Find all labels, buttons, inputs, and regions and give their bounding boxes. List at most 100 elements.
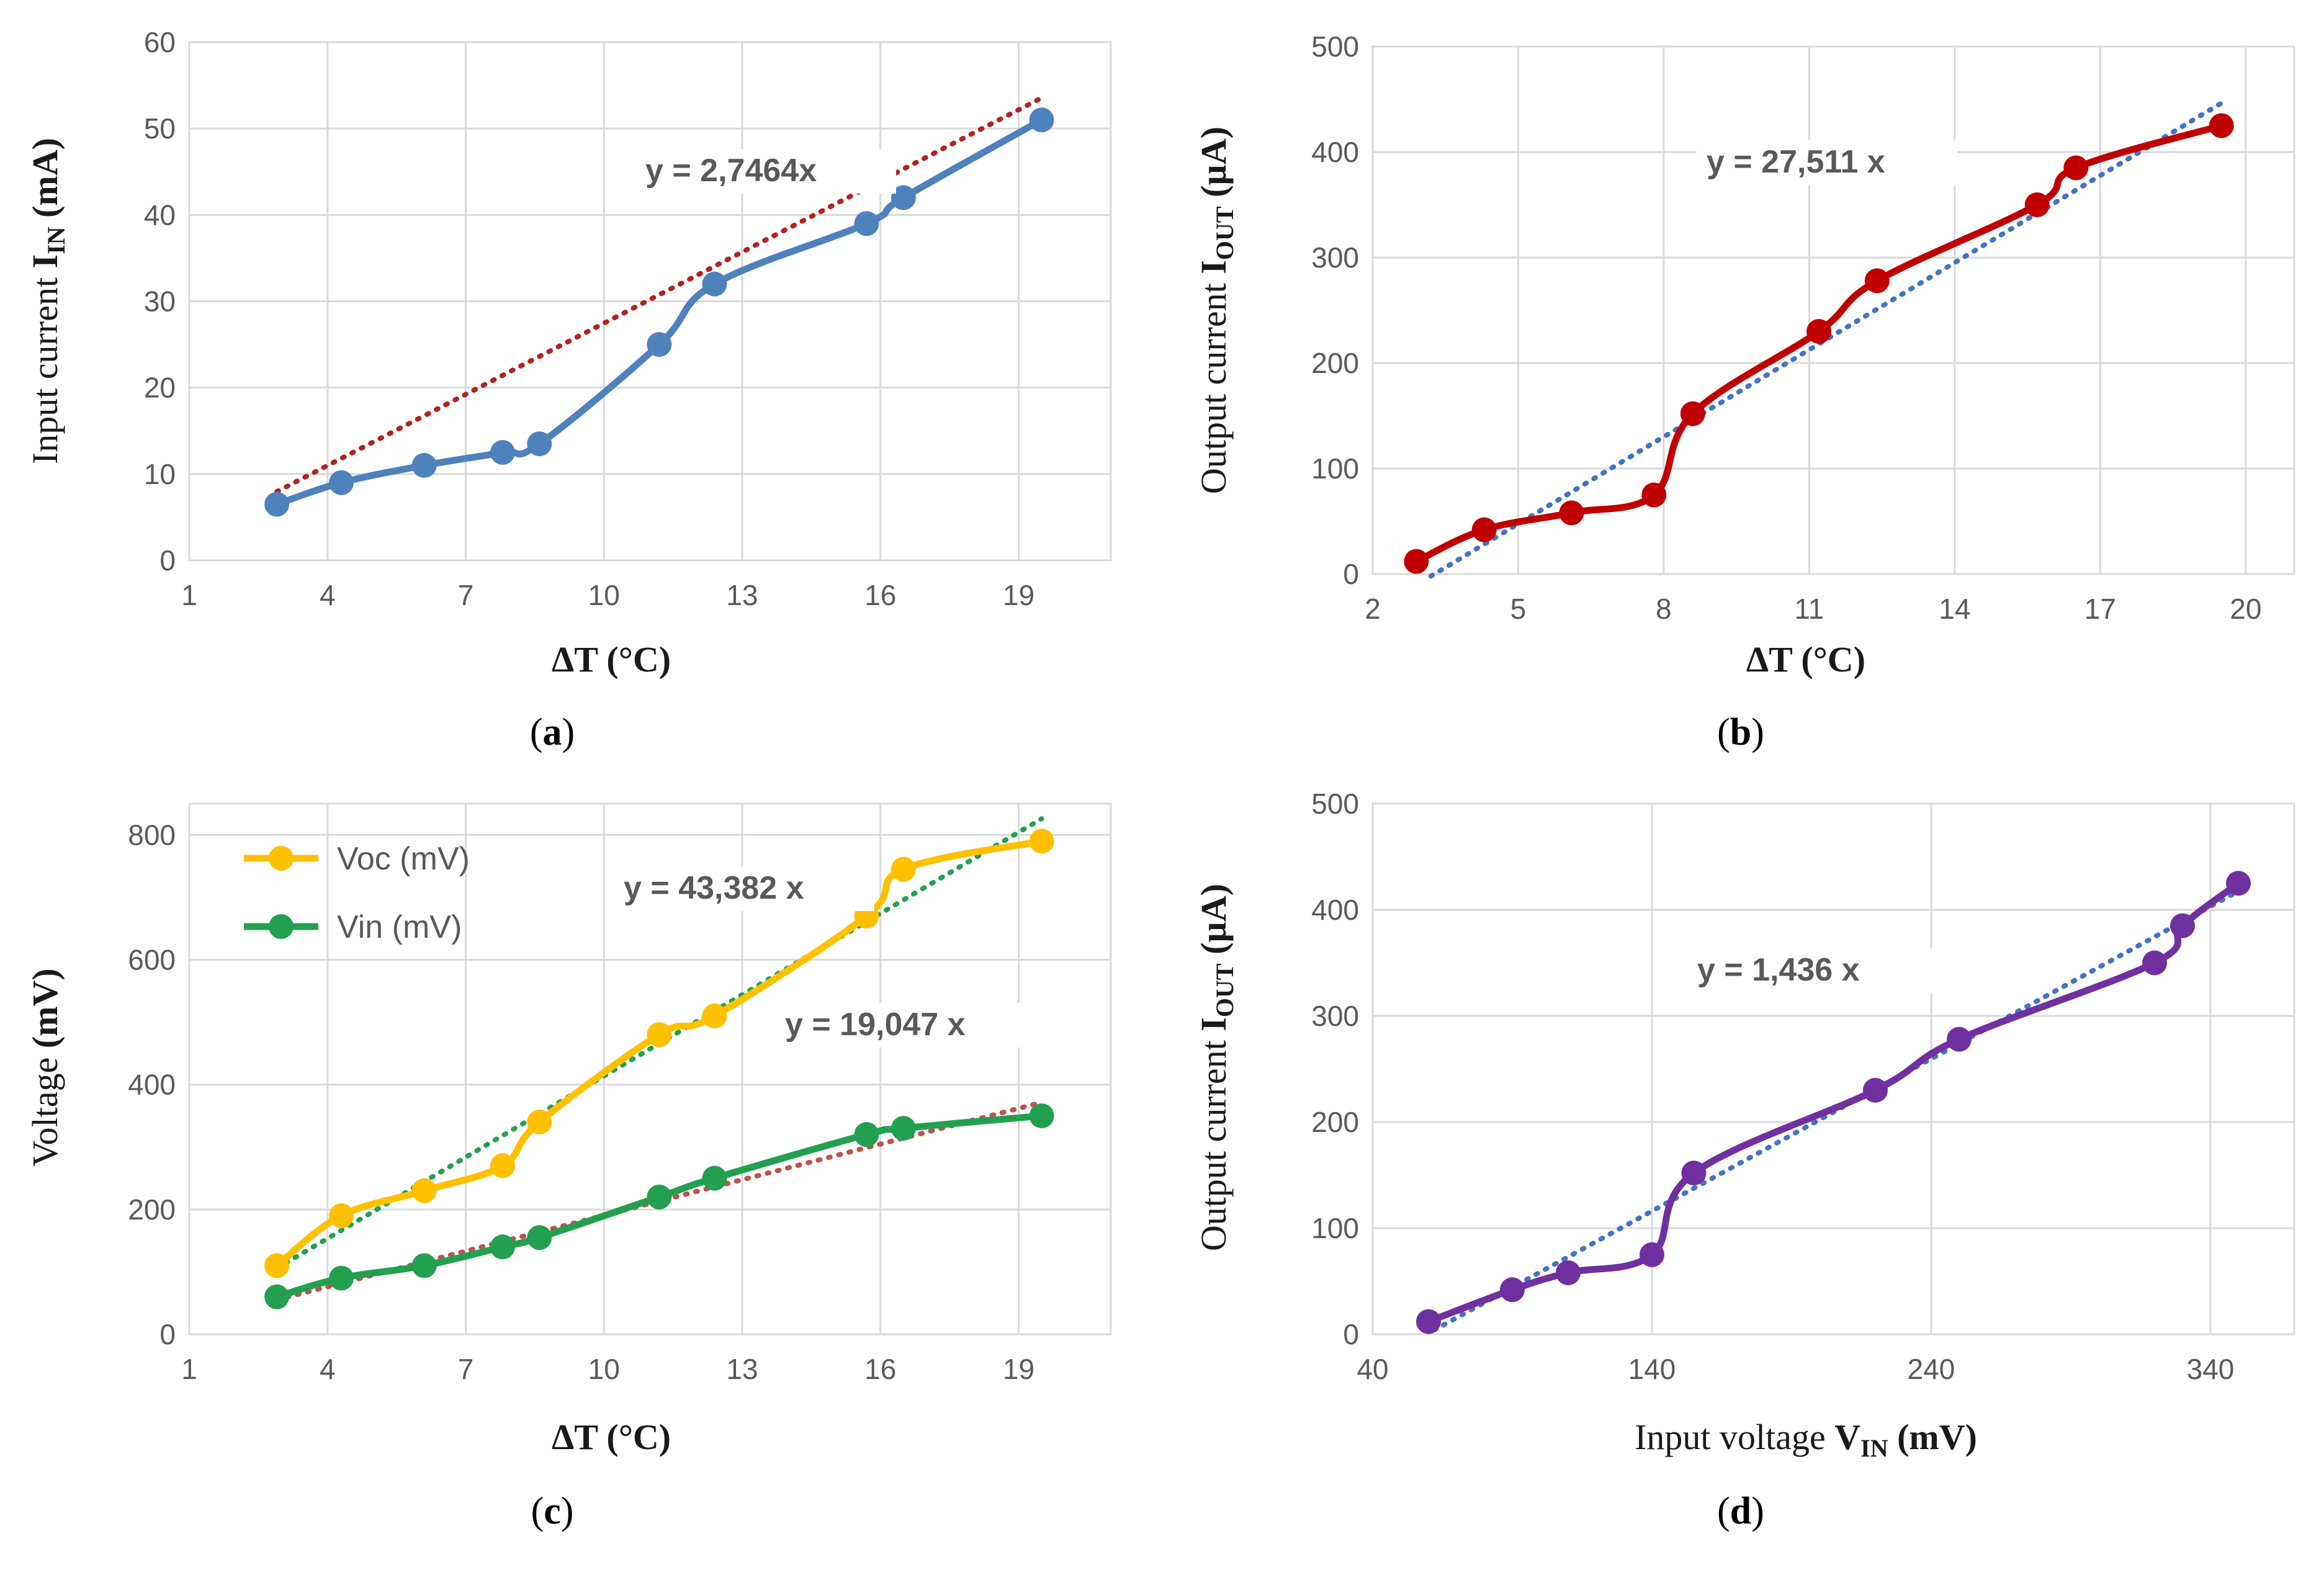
x-tick-label: 11 (1795, 593, 1824, 625)
y-tick-label: 200 (128, 1193, 176, 1226)
y-tick-label: 0 (1343, 1318, 1359, 1350)
panel-label: (b) (1717, 711, 1764, 753)
y-tick-label: 300 (1311, 1000, 1359, 1032)
data-point (2226, 871, 2251, 896)
data-point (854, 211, 879, 236)
data-point (2024, 192, 2050, 217)
data-point (1029, 1103, 1054, 1128)
trendline-equation: y = 2,7464x (645, 153, 817, 189)
data-point (1947, 1026, 1972, 1052)
series-line-1 (1427, 880, 2241, 1325)
data-point (891, 185, 916, 210)
x-tick-label: 40 (1357, 1353, 1388, 1385)
data-point (1416, 1309, 1441, 1334)
legend-entry: Voc (mV) (337, 841, 470, 877)
y-tick-label: 600 (128, 943, 176, 976)
y-tick-label: 500 (1311, 30, 1359, 63)
trendline-equation: y = 19,047 x (785, 1007, 966, 1043)
data-point (1863, 1077, 1888, 1103)
x-tick-label: 7 (458, 579, 474, 611)
x-axis-title: ΔT (°C) (552, 639, 671, 680)
data-point (1029, 829, 1054, 854)
x-tick-label: 19 (1003, 1353, 1034, 1385)
panel-label: (c) (531, 1490, 574, 1532)
data-point (329, 1203, 354, 1228)
data-point (1556, 1260, 1581, 1285)
data-point (527, 1110, 552, 1134)
y-axis-title: Input current IIN (mA) (25, 138, 70, 464)
equation-background (635, 149, 896, 194)
panel-label: (d) (1717, 1490, 1764, 1532)
data-point (647, 1022, 672, 1048)
series-line-1 (1414, 122, 2223, 565)
trendline (1432, 888, 2241, 1333)
plot-area (1371, 45, 2295, 575)
y-tick-label: 0 (159, 1318, 176, 1350)
x-tick-label: 1 (181, 1353, 197, 1385)
x-tick-label: 4 (320, 1353, 336, 1385)
data-point (2142, 950, 2167, 976)
legend-swatch-marker (269, 846, 294, 871)
chart-a: 0 10 20 30 40 50 60 1 4 7 10 13 16 19 y = 2,7464x ΔT (°… (25, 26, 1112, 753)
y-axis-title: Voltage (mV) (25, 968, 65, 1166)
legend-swatch-marker (269, 914, 294, 939)
data-point (2209, 113, 2234, 138)
chart-b: 0 100 200 300 400 500 2 5 8 11 14 17 20 y = 27,511 x Δ… (1193, 30, 2295, 753)
data-point (411, 1178, 437, 1203)
y-tick-label: 100 (1311, 452, 1359, 485)
y-tick-label: 400 (1311, 136, 1359, 168)
data-point (1471, 517, 1497, 542)
x-tick-label: 7 (458, 1353, 474, 1385)
equation-background (614, 866, 874, 911)
y-tick-label: 50 (144, 112, 176, 145)
y-tick-label: 20 (144, 372, 176, 404)
y-tick-label: 60 (144, 26, 176, 58)
data-point (411, 452, 437, 478)
data-point (1864, 268, 1890, 294)
trendline (274, 1100, 1044, 1303)
x-tick-label: 8 (1656, 593, 1672, 625)
data-point (1806, 319, 1832, 344)
data-point (329, 1265, 354, 1291)
data-point (2063, 155, 2089, 181)
plot-area (1371, 802, 2295, 1336)
data-point (647, 1184, 672, 1210)
x-tick-label: 140 (1628, 1353, 1676, 1385)
x-tick-label: 4 (320, 579, 336, 611)
trendline-equation: y = 1,436 x (1697, 952, 1860, 988)
data-point (527, 431, 552, 457)
y-tick-label: 0 (1343, 558, 1359, 590)
chart-c: 0 200 400 600 800 1 4 7 10 13 16 19 y = 43,382 x y = … (25, 802, 1112, 1532)
data-point (264, 1253, 290, 1278)
series-line-1 (276, 117, 1044, 508)
x-axis-title: ΔT (°C) (1746, 639, 1865, 680)
x-tick-label: 17 (2084, 593, 2116, 625)
data-point (2170, 913, 2195, 938)
y-tick-label: 400 (1311, 894, 1359, 926)
y-tick-label: 30 (144, 285, 176, 318)
x-axis-title: ΔT (°C) (552, 1417, 671, 1457)
x-tick-label: 19 (1003, 579, 1034, 611)
y-tick-label: 0 (159, 544, 176, 577)
x-tick-label: 5 (1510, 593, 1527, 625)
chart-d: 0 100 200 300 400 500 40 140 240 340 y = 1,436 x In… (1193, 788, 2295, 1532)
x-tick-label: 14 (1939, 593, 1970, 625)
x-tick-label: 1 (181, 579, 197, 611)
data-point (527, 1225, 552, 1251)
data-point (1681, 1161, 1707, 1186)
y-tick-label: 500 (1311, 788, 1359, 820)
x-tick-label: 20 (2230, 593, 2261, 625)
equation-background (775, 1003, 1036, 1048)
data-point (329, 470, 354, 495)
data-point (647, 332, 672, 357)
x-tick-label: 240 (1908, 1353, 1955, 1385)
x-tick-label: 340 (2187, 1353, 2235, 1385)
x-tick-label: 16 (864, 579, 896, 611)
data-point (1680, 401, 1705, 426)
x-tick-label: 10 (588, 1353, 620, 1385)
y-tick-label: 400 (128, 1069, 176, 1101)
data-point (264, 1284, 290, 1309)
data-point (702, 271, 727, 297)
data-point (1029, 107, 1054, 133)
